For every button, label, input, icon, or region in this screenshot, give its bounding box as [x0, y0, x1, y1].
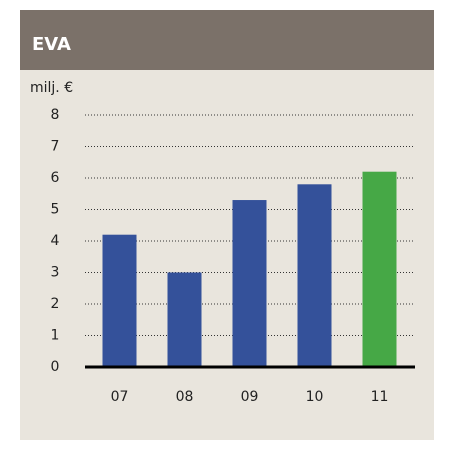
y-tick-label: 5: [51, 202, 60, 218]
bar: [362, 171, 397, 367]
bar: [232, 200, 267, 367]
y-tick-label: 4: [51, 233, 60, 249]
bar: [102, 234, 137, 367]
y-tick-label: 3: [51, 265, 60, 281]
bar: [167, 272, 202, 367]
bar: [297, 184, 332, 367]
chart-title: EVA: [32, 34, 71, 55]
y-tick-label: 0: [51, 359, 60, 375]
y-tick-label: 7: [51, 139, 60, 155]
y-axis-label: milj. €: [30, 80, 73, 96]
x-tick-label: 10: [306, 389, 324, 405]
header: [20, 10, 434, 70]
x-tick-label: 07: [111, 389, 129, 405]
y-tick-label: 2: [51, 296, 60, 312]
x-tick-label: 08: [176, 389, 194, 405]
x-tick-label: 09: [241, 389, 259, 405]
x-tick-label: 11: [371, 389, 389, 405]
y-tick-label: 8: [51, 107, 60, 123]
y-tick-label: 6: [51, 170, 60, 186]
y-tick-label: 1: [51, 328, 60, 344]
